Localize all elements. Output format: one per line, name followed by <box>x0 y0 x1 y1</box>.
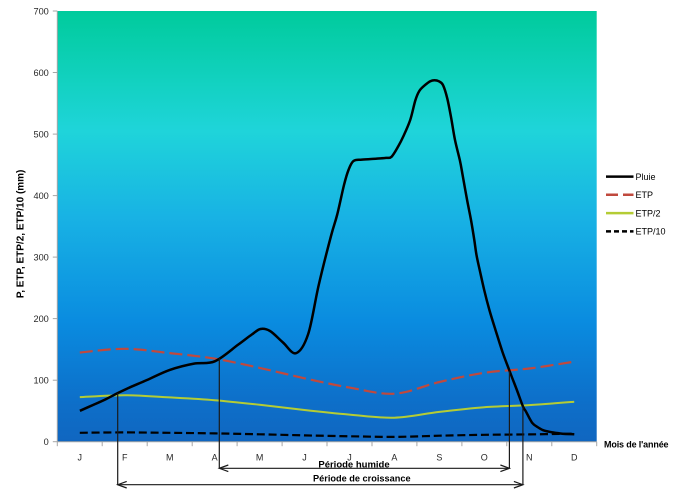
svg-text:100: 100 <box>33 376 48 386</box>
svg-text:300: 300 <box>33 252 48 262</box>
svg-text:ETP: ETP <box>636 190 654 200</box>
svg-text:600: 600 <box>33 68 48 78</box>
svg-text:N: N <box>526 453 533 463</box>
svg-text:F: F <box>122 453 128 463</box>
svg-text:P, ETP, ETP/2, ETP/10 (mm): P, ETP, ETP/2, ETP/10 (mm) <box>16 170 27 299</box>
svg-text:Mois de l'année: Mois de l'année <box>604 440 669 450</box>
svg-text:Période de croissance: Période de croissance <box>313 474 411 484</box>
svg-text:A: A <box>391 453 397 463</box>
svg-text:0: 0 <box>44 437 49 447</box>
svg-text:700: 700 <box>33 6 48 16</box>
svg-text:200: 200 <box>33 314 48 324</box>
svg-text:O: O <box>481 453 488 463</box>
svg-text:ETP/2: ETP/2 <box>636 208 661 218</box>
svg-text:Pluie: Pluie <box>636 172 656 182</box>
svg-text:J: J <box>78 453 83 463</box>
svg-text:500: 500 <box>33 129 48 139</box>
svg-text:A: A <box>212 453 218 463</box>
svg-text:D: D <box>571 453 578 463</box>
svg-text:M: M <box>256 453 264 463</box>
svg-text:S: S <box>436 453 442 463</box>
svg-text:ETP/10: ETP/10 <box>636 227 666 237</box>
svg-text:M: M <box>166 453 174 463</box>
svg-text:J: J <box>302 453 307 463</box>
svg-text:Période humide: Période humide <box>318 460 389 471</box>
svg-text:400: 400 <box>33 191 48 201</box>
svg-text:J: J <box>347 453 352 463</box>
